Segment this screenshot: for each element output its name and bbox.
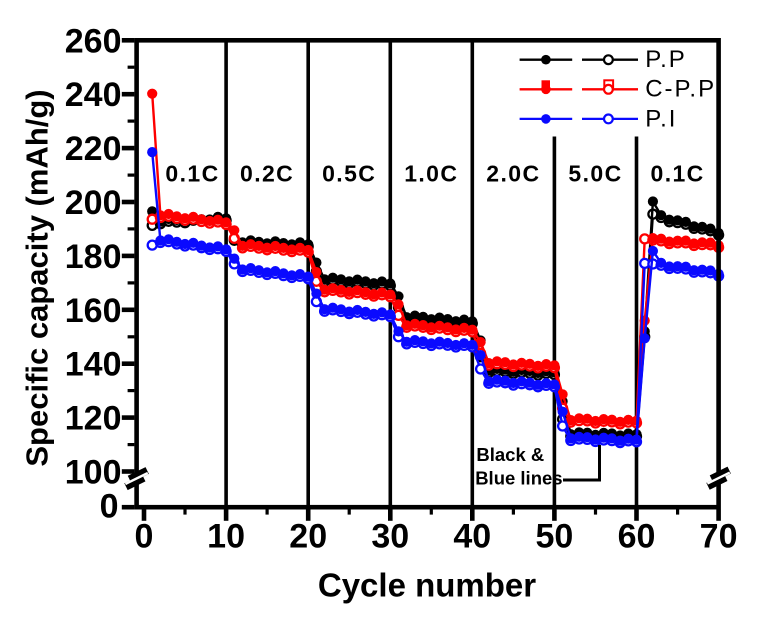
svg-text:0: 0 <box>100 488 119 526</box>
svg-text:Cycle number: Cycle number <box>318 566 536 603</box>
svg-text:220: 220 <box>65 130 122 168</box>
svg-text:Blue lines: Blue lines <box>475 468 562 489</box>
svg-text:0.1C: 0.1C <box>165 161 219 187</box>
svg-text:70: 70 <box>700 518 738 556</box>
svg-text:Black &: Black & <box>476 444 544 465</box>
svg-text:10: 10 <box>207 518 245 556</box>
svg-text:0.1C: 0.1C <box>651 161 705 187</box>
svg-text:100: 100 <box>65 454 122 492</box>
svg-text:40: 40 <box>453 518 491 556</box>
svg-text:60: 60 <box>618 518 656 556</box>
svg-text:140: 140 <box>65 346 122 384</box>
svg-text:20: 20 <box>289 518 327 556</box>
svg-text:50: 50 <box>535 518 573 556</box>
svg-text:0: 0 <box>135 518 154 556</box>
svg-text:180: 180 <box>65 238 122 276</box>
svg-text:1.0C: 1.0C <box>404 161 458 187</box>
svg-text:P.I: P.I <box>645 105 677 132</box>
svg-text:240: 240 <box>65 76 122 114</box>
svg-text:0.5C: 0.5C <box>322 161 376 187</box>
svg-text:P.P: P.P <box>645 46 687 73</box>
svg-text:C-P.P: C-P.P <box>645 76 716 103</box>
svg-text:5.0C: 5.0C <box>568 161 622 187</box>
svg-text:Specific capacity (mAh/g): Specific capacity (mAh/g) <box>20 89 55 466</box>
svg-text:2.0C: 2.0C <box>486 161 540 187</box>
svg-text:200: 200 <box>65 184 122 222</box>
svg-text:120: 120 <box>65 400 122 438</box>
svg-text:260: 260 <box>65 22 122 60</box>
svg-text:0.2C: 0.2C <box>240 161 294 187</box>
svg-text:160: 160 <box>65 292 122 330</box>
svg-text:30: 30 <box>371 518 409 556</box>
